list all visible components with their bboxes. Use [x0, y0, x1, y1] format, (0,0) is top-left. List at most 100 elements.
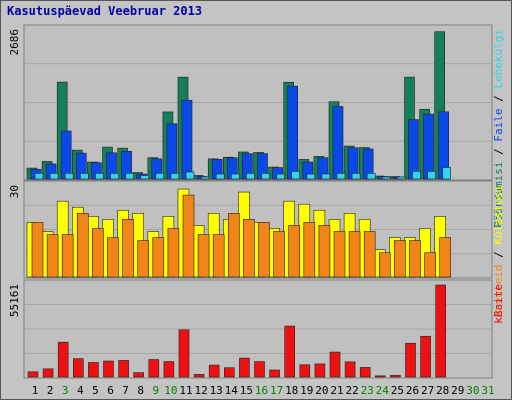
bar-leheklgi-day-15: [246, 173, 255, 180]
bar-faile-day-3: [60, 130, 72, 180]
y-max-label-top: 2686: [8, 29, 21, 56]
bar-leheklgi-day-22: [351, 173, 361, 180]
bar-leheklgi-day-10: [170, 173, 180, 180]
x-label-day-28: 28: [436, 384, 449, 397]
bar-leheklgi-day-19: [306, 173, 316, 180]
x-label-day-8: 8: [137, 384, 144, 397]
bar-leheklgi-day-11: [185, 171, 195, 180]
bar-kbaite-day-10: [163, 361, 175, 378]
bar-faile-day-26: [408, 119, 419, 180]
bar-arvuteid-day-8: [137, 240, 149, 278]
bar-arvuteid-day-11: [182, 194, 195, 278]
legend-entry: Külastusi: [492, 185, 505, 245]
bar-arvuteid-day-6: [107, 237, 119, 278]
legend-entry: Arvuteid: [492, 264, 505, 317]
x-label-day-15: 15: [240, 384, 253, 397]
bar-arvuteid-day-23: [363, 231, 376, 278]
bar-faile-day-18: [287, 85, 299, 180]
chart-title: Kasutuspäevad Veebruar 2013: [7, 4, 203, 18]
x-label-day-25: 25: [391, 384, 404, 397]
bar-arvuteid-day-14: [228, 213, 240, 278]
x-label-day-26: 26: [406, 384, 419, 397]
bar-kbaite-day-21: [329, 351, 341, 378]
y-max-label-bottom: 55161: [8, 284, 21, 317]
x-label-day-1: 1: [32, 384, 39, 397]
x-label-day-14: 14: [225, 384, 239, 397]
legend-entry: kBaite: [492, 284, 505, 324]
bar-leheklgi-day-2: [49, 173, 59, 180]
bar-leheklgi-day-14: [231, 173, 240, 180]
bar-leheklgi-day-16: [261, 173, 270, 180]
x-label-day-19: 19: [300, 384, 313, 397]
legend-entry: Pöördumisi: [492, 161, 505, 227]
bar-leheklgi-day-5: [95, 173, 104, 180]
bar-kbaite-day-24: [374, 375, 386, 378]
bar-leheklgi-day-8: [140, 175, 149, 180]
x-label-day-7: 7: [122, 384, 129, 397]
x-label-day-27: 27: [421, 384, 434, 397]
x-label-day-6: 6: [107, 384, 114, 397]
x-label-day-23: 23: [361, 384, 374, 397]
bar-faile-day-21: [332, 106, 344, 180]
bar-kbaite-day-1: [27, 371, 39, 378]
bar-leheklgi-day-25: [397, 176, 406, 180]
bar-leheklgi-day-24: [381, 176, 391, 180]
bar-arvuteid-day-13: [212, 234, 225, 278]
bar-leheklgi-day-27: [427, 171, 436, 180]
bar-arvuteid-day-12: [197, 234, 210, 278]
bar-kbaite-day-12: [193, 374, 205, 378]
bar-arvuteid-day-1: [31, 222, 44, 278]
bar-arvuteid-day-24: [378, 252, 391, 278]
x-label-day-13: 13: [210, 384, 223, 397]
bar-kbaite-day-9: [148, 359, 160, 378]
bar-kbaite-day-8: [133, 372, 144, 378]
bar-arvuteid-day-5: [92, 228, 104, 278]
bar-leheklgi-day-20: [321, 173, 331, 180]
bar-kbaite-day-27: [420, 335, 431, 378]
bar-arvuteid-day-28: [439, 237, 452, 278]
bar-kbaite-day-15: [239, 357, 250, 378]
x-label-day-9: 9: [152, 384, 159, 397]
bar-leheklgi-day-6: [110, 173, 119, 180]
bar-leheklgi-day-3: [64, 173, 74, 180]
x-label-day-29: 29: [451, 384, 464, 397]
x-label-day-16: 16: [255, 384, 268, 397]
bar-leheklgi-day-9: [155, 173, 165, 180]
bar-arvuteid-day-10: [167, 228, 180, 278]
bar-arvuteid-day-20: [318, 225, 331, 278]
x-label-day-18: 18: [285, 384, 298, 397]
bar-arvuteid-day-25: [394, 240, 406, 278]
x-label-day-4: 4: [77, 384, 84, 397]
bar-arvuteid-day-16: [258, 222, 270, 278]
bar-kbaite-day-11: [178, 329, 190, 378]
x-label-day-12: 12: [194, 384, 207, 397]
bar-leheklgi-day-18: [291, 171, 301, 180]
bar-arvuteid-day-26: [409, 240, 421, 278]
bar-arvuteid-day-21: [333, 231, 346, 278]
bar-arvuteid-day-9: [152, 237, 165, 278]
bar-leheklgi-day-17: [276, 173, 285, 180]
bar-arvuteid-day-7: [122, 219, 134, 278]
bar-faile-day-11: [181, 99, 193, 180]
bar-kbaite-day-22: [344, 361, 356, 378]
bar-kbaite-day-17: [269, 369, 280, 378]
x-label-day-2: 2: [47, 384, 54, 397]
bar-kbaite-day-19: [299, 364, 311, 378]
bar-kbaite-day-20: [314, 363, 326, 378]
bar-arvuteid-day-15: [243, 219, 255, 278]
x-label-day-21: 21: [330, 384, 343, 397]
bar-kbaite-day-14: [224, 367, 235, 378]
legend-top: Pöördumisi / Faile / Lehekülgi: [492, 29, 505, 228]
bar-leheklgi-day-4: [80, 173, 89, 180]
bar-arvuteid-day-19: [303, 222, 316, 278]
x-label-day-3: 3: [62, 384, 69, 397]
bar-kbaite-day-28: [435, 284, 447, 378]
bar-leheklgi-day-23: [366, 173, 376, 180]
bar-arvuteid-day-27: [424, 252, 436, 278]
bar-arvuteid-day-18: [288, 225, 301, 278]
x-label-day-31: 31: [481, 384, 494, 397]
bar-kbaite-day-16: [254, 361, 265, 378]
bar-leheklgi-day-13: [215, 173, 225, 180]
